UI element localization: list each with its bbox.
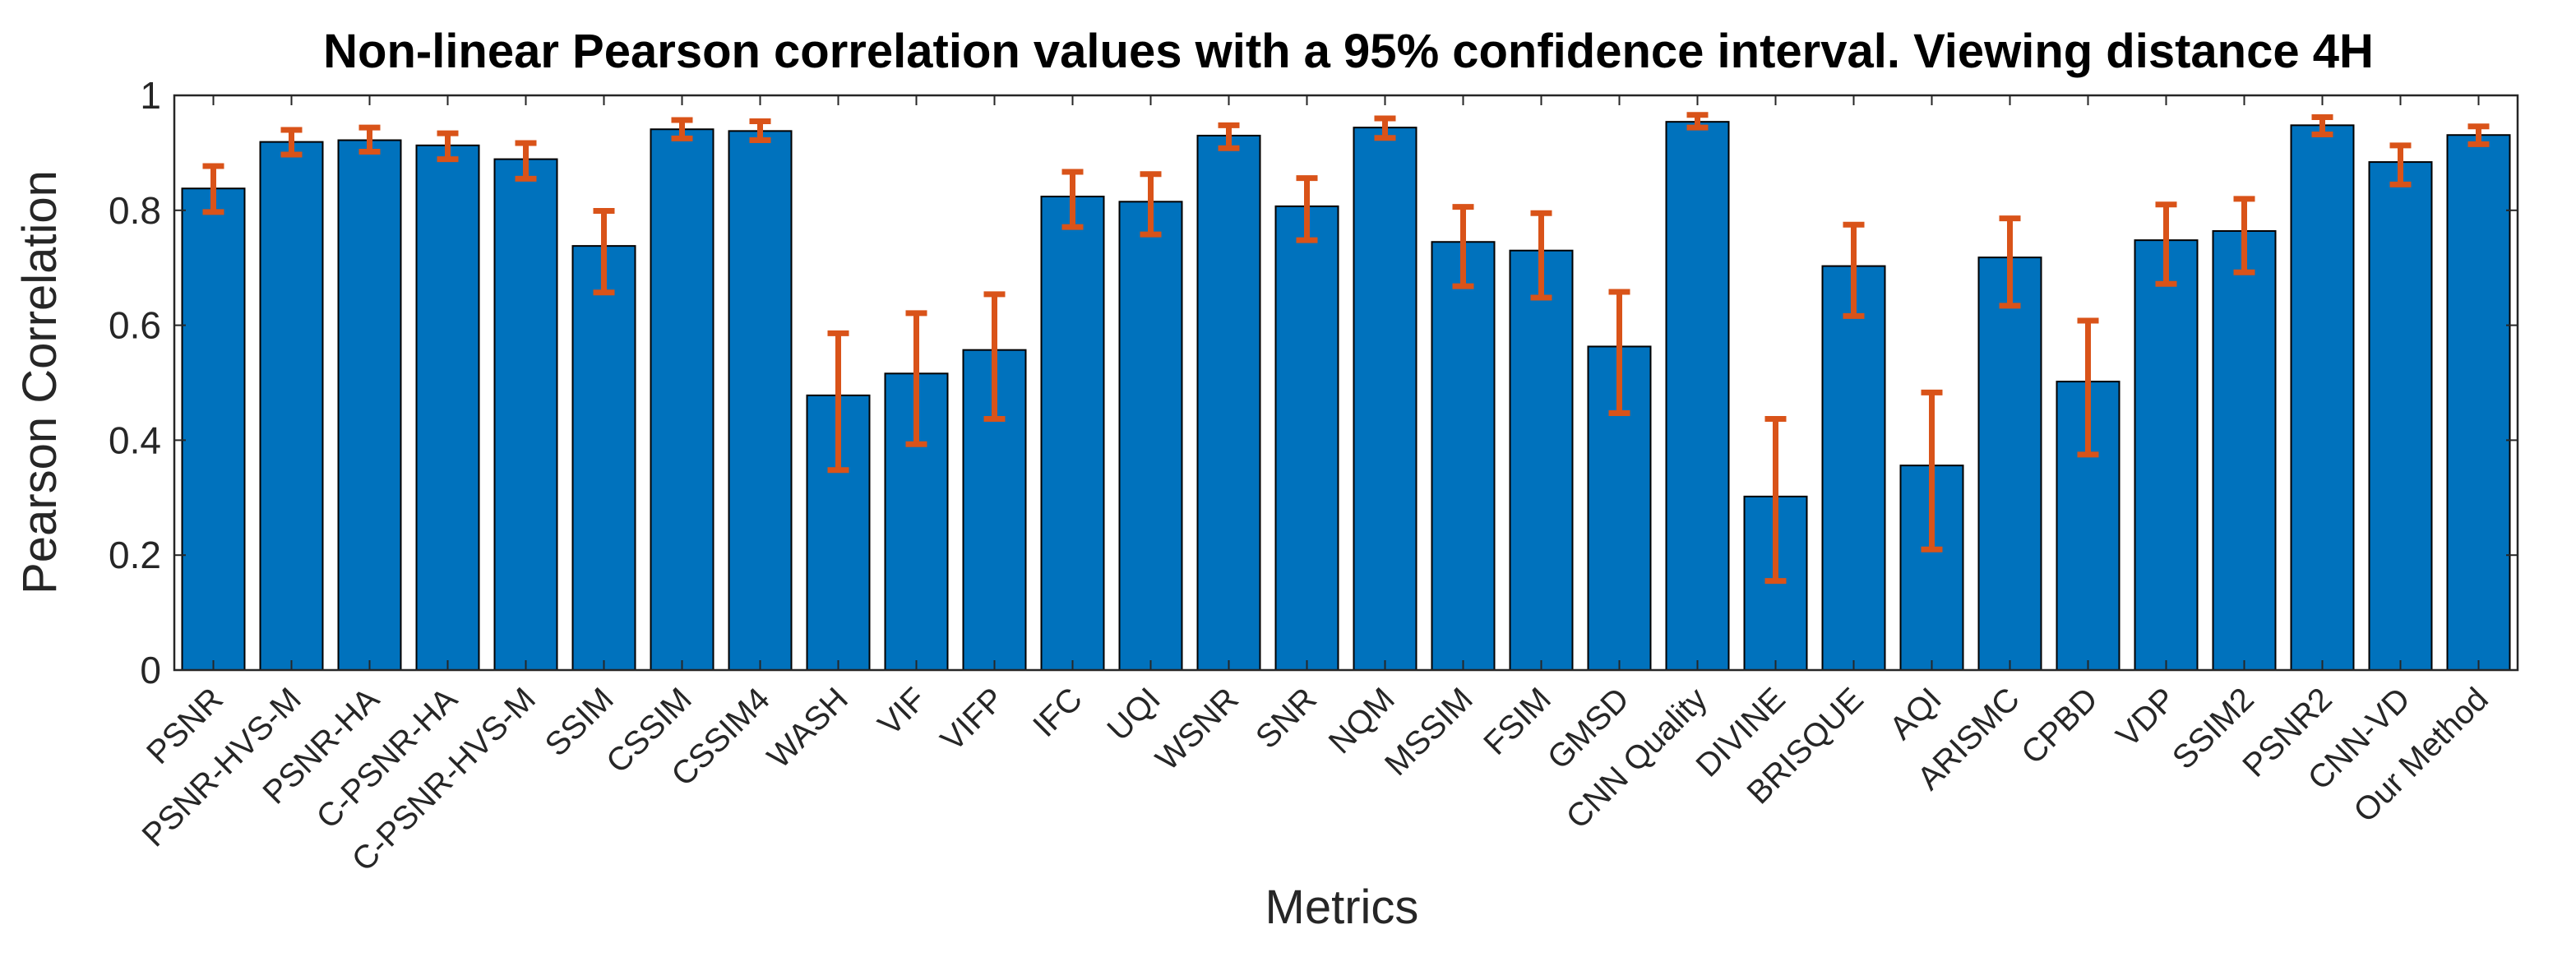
bar-23 [1977, 257, 2042, 671]
y-tick-label-0: 0 [140, 649, 161, 691]
errorbar-17 [1530, 210, 1552, 301]
y-tick-label-5: 1 [140, 74, 161, 117]
errorbar-14 [1296, 175, 1318, 243]
bar-17 [1509, 249, 1574, 671]
errorbar-2 [358, 124, 381, 155]
errorbar-12 [1140, 171, 1162, 238]
bar-29 [2446, 134, 2511, 671]
errorbars-group [202, 112, 2490, 585]
errorbar-11 [1061, 169, 1084, 230]
errorbar-29 [2467, 123, 2490, 147]
bar-28 [2368, 161, 2433, 672]
y-tick-label-2: 0.4 [109, 418, 161, 461]
errorbar-7 [749, 118, 771, 144]
bar-21 [1821, 265, 1886, 671]
bar-3 [415, 144, 480, 672]
bars-group [181, 121, 2511, 672]
x-ticks-group: PSNRPSNR-HVS-MPSNR-HAC-PSNR-HAC-PSNR-HVS… [136, 681, 2495, 878]
chart-title: Non-linear Pearson correlation values wi… [323, 25, 2374, 78]
bar-4 [493, 158, 558, 672]
errorbar-18 [1608, 289, 1630, 417]
y-tick-label-3: 0.6 [109, 304, 161, 347]
y-tick-label-4: 0.8 [109, 189, 161, 232]
errorbar-9 [905, 310, 927, 447]
x-tick-label-14: SNR [1249, 681, 1324, 756]
bar-16 [1431, 241, 1496, 671]
bar-19 [1665, 121, 1730, 672]
errorbar-25 [2155, 201, 2177, 287]
errorbar-27 [2311, 114, 2333, 138]
x-tick-label-22: AQI [1883, 681, 1949, 747]
errorbar-21 [1843, 221, 1865, 319]
x-tick-label-25: VDP [2110, 681, 2183, 754]
errorbar-24 [2077, 317, 2099, 458]
bar-13 [1196, 134, 1261, 671]
y-tick-label-1: 0.2 [109, 534, 161, 576]
bar-27 [2290, 124, 2355, 671]
errorbar-28 [2389, 142, 2412, 187]
x-tick-label-10: VIFP [934, 681, 1011, 758]
errorbar-20 [1764, 416, 1787, 585]
bar-11 [1040, 196, 1105, 672]
y-axis-label: Pearson Correlation [13, 170, 67, 594]
errorbar-5 [593, 207, 615, 296]
errorbar-13 [1218, 122, 1240, 151]
bar-12 [1118, 201, 1183, 671]
bar-26 [2212, 229, 2277, 671]
errorbar-15 [1374, 115, 1396, 141]
errorbar-1 [280, 127, 303, 158]
x-axis-label: Metrics [1265, 881, 1419, 934]
errorbar-10 [983, 291, 1006, 423]
bar-1 [259, 141, 324, 671]
bar-15 [1353, 127, 1417, 672]
x-tick-label-9: VIF [872, 681, 933, 742]
errorbar-23 [1999, 215, 2021, 309]
errorbar-8 [827, 330, 849, 474]
errorbar-0 [202, 163, 224, 215]
bar-14 [1274, 205, 1339, 672]
errorbar-19 [1686, 112, 1709, 131]
errorbar-3 [437, 130, 459, 163]
errorbar-22 [1921, 389, 1943, 552]
bar-2 [337, 139, 402, 672]
y-ticks-group: 0 0.2 0.4 0.6 0.8 1 [109, 74, 161, 691]
x-tick-label-11: IFC [1026, 681, 1089, 744]
plot-frame [173, 94, 2519, 672]
x-tick-label-13: WSNR [1149, 681, 1246, 778]
x-tick-label-12: UQI [1100, 681, 1167, 747]
bar-0 [181, 187, 246, 672]
bar-7 [728, 130, 793, 671]
errorbar-16 [1452, 204, 1474, 289]
x-tick-label-8: WASH [761, 681, 855, 775]
bar-5 [571, 245, 636, 671]
bar-6 [650, 128, 715, 671]
errorbar-26 [2233, 196, 2255, 275]
x-tick-label-16: MSSIM [1378, 681, 1480, 783]
x-tick-label-24: CPBD [2014, 681, 2105, 771]
axes-group [173, 94, 2519, 672]
errorbar-4 [515, 140, 537, 182]
bar-25 [2134, 239, 2199, 671]
errorbar-6 [671, 117, 693, 141]
